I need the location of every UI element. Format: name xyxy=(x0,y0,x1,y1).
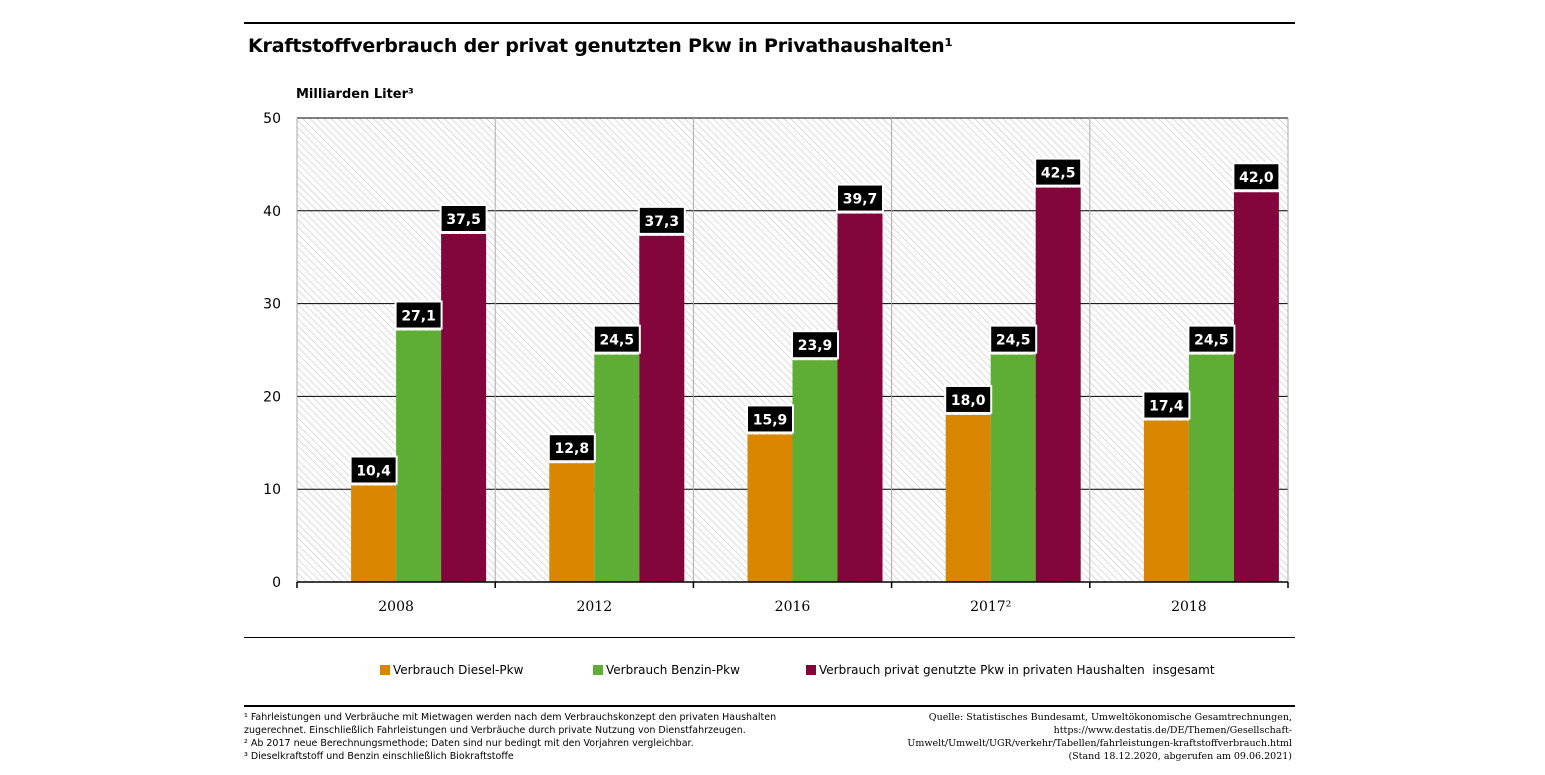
legend-swatch-benzin xyxy=(593,665,603,675)
bar xyxy=(1035,187,1081,582)
top-rule xyxy=(244,22,1295,24)
data-label-box xyxy=(1144,392,1189,418)
data-label: 18,0 xyxy=(951,393,986,409)
data-label-box xyxy=(793,332,837,358)
footnote-2: ² Ab 2017 neue Berechnungsmethode; Daten… xyxy=(244,738,694,749)
y-axis-label: Milliarden Liter³ xyxy=(296,87,414,102)
data-label: 24,5 xyxy=(600,333,635,349)
source-note: Quelle: Statistisches Bundesamt, Umweltö… xyxy=(907,711,1292,763)
legend-item-diesel: Verbrauch Diesel-Pkw xyxy=(380,663,523,677)
legend-label-diesel: Verbrauch Diesel-Pkw xyxy=(393,663,524,677)
y-tick-label: 20 xyxy=(263,389,281,405)
bar xyxy=(792,360,838,582)
x-tick-label: 2017² xyxy=(970,599,1011,615)
data-label-box xyxy=(1189,326,1234,352)
data-label: 39,7 xyxy=(843,192,878,208)
y-tick-label: 30 xyxy=(263,297,281,313)
data-label: 42,0 xyxy=(1239,170,1274,186)
legend-label-total: Verbrauch privat genutzte Pkw in private… xyxy=(819,663,1215,677)
bar xyxy=(441,234,487,582)
y-tick-label: 50 xyxy=(263,111,281,127)
legend-label-benzin: Verbrauch Benzin-Pkw xyxy=(606,663,740,677)
data-label-box xyxy=(396,302,441,328)
x-tick-label: 2012 xyxy=(576,599,612,615)
source-link-1[interactable]: https://www.destatis.de/DE/Themen/Gesell… xyxy=(1053,725,1292,736)
source-link-2[interactable]: Umwelt/Umwelt/UGR/verkehr/Tabellen/fahrl… xyxy=(907,738,1292,749)
data-label-box xyxy=(1234,164,1279,190)
bar xyxy=(549,463,595,582)
bar xyxy=(990,354,1036,582)
bar xyxy=(747,434,793,582)
data-label-box xyxy=(991,326,1036,352)
x-tick-label: 2018 xyxy=(1171,599,1207,615)
data-label-box xyxy=(441,206,486,231)
footnotes: ¹ Fahrleistungen und Verbräuche mit Miet… xyxy=(244,711,776,763)
data-label: 17,4 xyxy=(1149,399,1184,415)
source-date: (Stand 18.12.2020, abgerufen am 09.06.20… xyxy=(1068,751,1292,762)
data-label: 15,9 xyxy=(753,412,788,428)
bar xyxy=(1188,354,1234,582)
y-tick-label: 10 xyxy=(263,482,281,498)
bar xyxy=(1143,420,1189,582)
y-tick-label: 0 xyxy=(272,575,281,591)
legend-item-benzin: Verbrauch Benzin-Pkw xyxy=(593,663,740,677)
legend-top-rule xyxy=(244,637,1295,638)
source-line-1: Quelle: Statistisches Bundesamt, Umweltö… xyxy=(928,712,1292,723)
data-label: 24,5 xyxy=(996,333,1031,349)
data-label: 12,8 xyxy=(555,441,590,457)
data-label-box xyxy=(639,207,684,233)
data-label-box xyxy=(1036,159,1081,185)
footnote-1a: ¹ Fahrleistungen und Verbräuche mit Miet… xyxy=(244,712,777,723)
data-label: 27,1 xyxy=(401,309,436,325)
bar xyxy=(1233,192,1279,583)
legend-item-total: Verbrauch privat genutzte Pkw in private… xyxy=(806,663,1215,677)
data-label: 37,5 xyxy=(446,212,481,228)
footnote-3: ³ Dieselkraftstoff und Benzin einschließ… xyxy=(244,751,514,762)
x-tick-label: 2008 xyxy=(378,599,414,615)
data-label: 23,9 xyxy=(798,338,833,354)
legend-swatch-total xyxy=(806,665,816,675)
data-label-box xyxy=(549,435,594,461)
bar xyxy=(396,330,442,582)
chart-title: Kraftstoffverbrauch der privat genutzten… xyxy=(248,35,953,57)
data-label-box xyxy=(946,386,991,412)
data-label-box xyxy=(748,406,792,432)
bar xyxy=(945,414,991,582)
legend-swatch-diesel xyxy=(380,665,390,675)
bar-chart: 0 10 20 30 40 50 2008 2012 2016 2017² 2018 10,4 12,… xyxy=(263,111,1289,615)
bar xyxy=(351,485,397,582)
data-label: 42,5 xyxy=(1041,166,1076,182)
data-label: 10,4 xyxy=(356,463,391,479)
y-tick-label: 40 xyxy=(263,204,281,220)
data-label-box xyxy=(351,457,396,483)
data-label: 37,3 xyxy=(645,214,680,230)
data-label-box xyxy=(838,185,882,211)
bar xyxy=(837,213,883,583)
footnote-1b: zugerechnet. Einschließlich Fahrleistung… xyxy=(244,725,746,736)
data-label-box xyxy=(594,326,639,352)
footer-rule xyxy=(244,705,1295,707)
bar xyxy=(594,354,640,582)
data-label: 24,5 xyxy=(1194,333,1229,349)
bar xyxy=(639,235,685,582)
x-tick-label: 2016 xyxy=(775,599,811,615)
